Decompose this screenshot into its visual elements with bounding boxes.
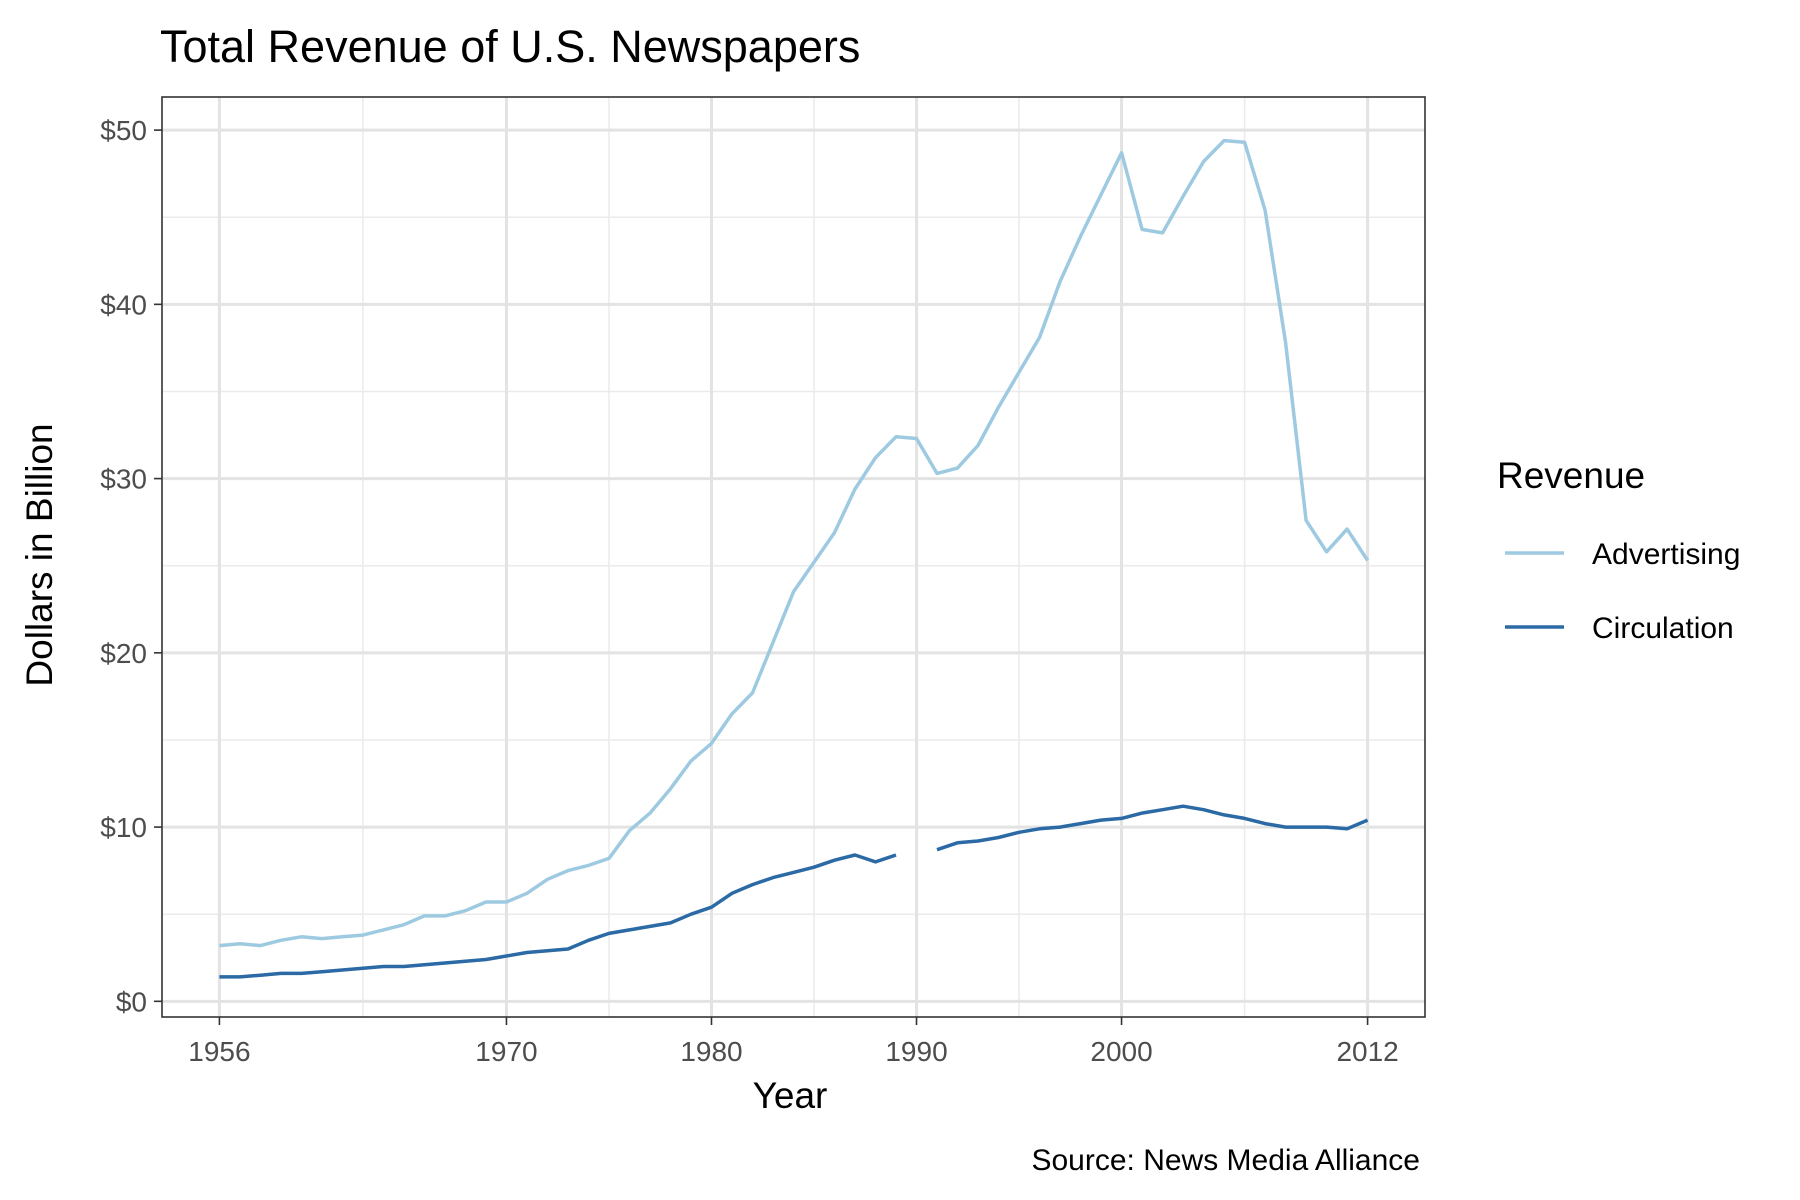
legend-title: Revenue	[1497, 455, 1645, 496]
source-caption: Source: News Media Alliance	[1031, 1144, 1420, 1177]
y-tick-label: $0	[116, 986, 147, 1017]
x-tick-label: 1990	[885, 1036, 947, 1067]
x-tick-label: 1980	[680, 1036, 742, 1067]
y-axis-title: Dollars in Billion	[19, 423, 60, 686]
legend-label-advertising: Advertising	[1592, 538, 1740, 571]
legend: Revenue Advertising Circulation	[1497, 455, 1740, 645]
x-tick-label: 1970	[475, 1036, 537, 1067]
y-tick-label: $50	[100, 115, 147, 146]
y-tick-label: $10	[100, 812, 147, 843]
x-tick-label: 2012	[1336, 1036, 1398, 1067]
series-lines	[219, 138, 1370, 979]
y-tick-label: $20	[100, 638, 147, 669]
chart-title: Total Revenue of U.S. Newspapers	[160, 21, 860, 72]
gridlines	[162, 97, 1425, 1017]
axes: $0 $10 $20 $30 $40 $50 1956 1970 1980 1990 2000 201…	[100, 115, 1398, 1067]
series-line-circulation	[219, 804, 1369, 979]
y-tick-label: $40	[100, 289, 147, 320]
series-line-advertising	[219, 138, 1370, 948]
x-tick-label: 1956	[188, 1036, 250, 1067]
x-axis-title: Year	[753, 1075, 828, 1116]
plot-panel-border	[161, 96, 1426, 1018]
y-tick-label: $30	[100, 464, 147, 495]
legend-label-circulation: Circulation	[1592, 612, 1734, 645]
x-tick-label: 2000	[1090, 1036, 1152, 1067]
